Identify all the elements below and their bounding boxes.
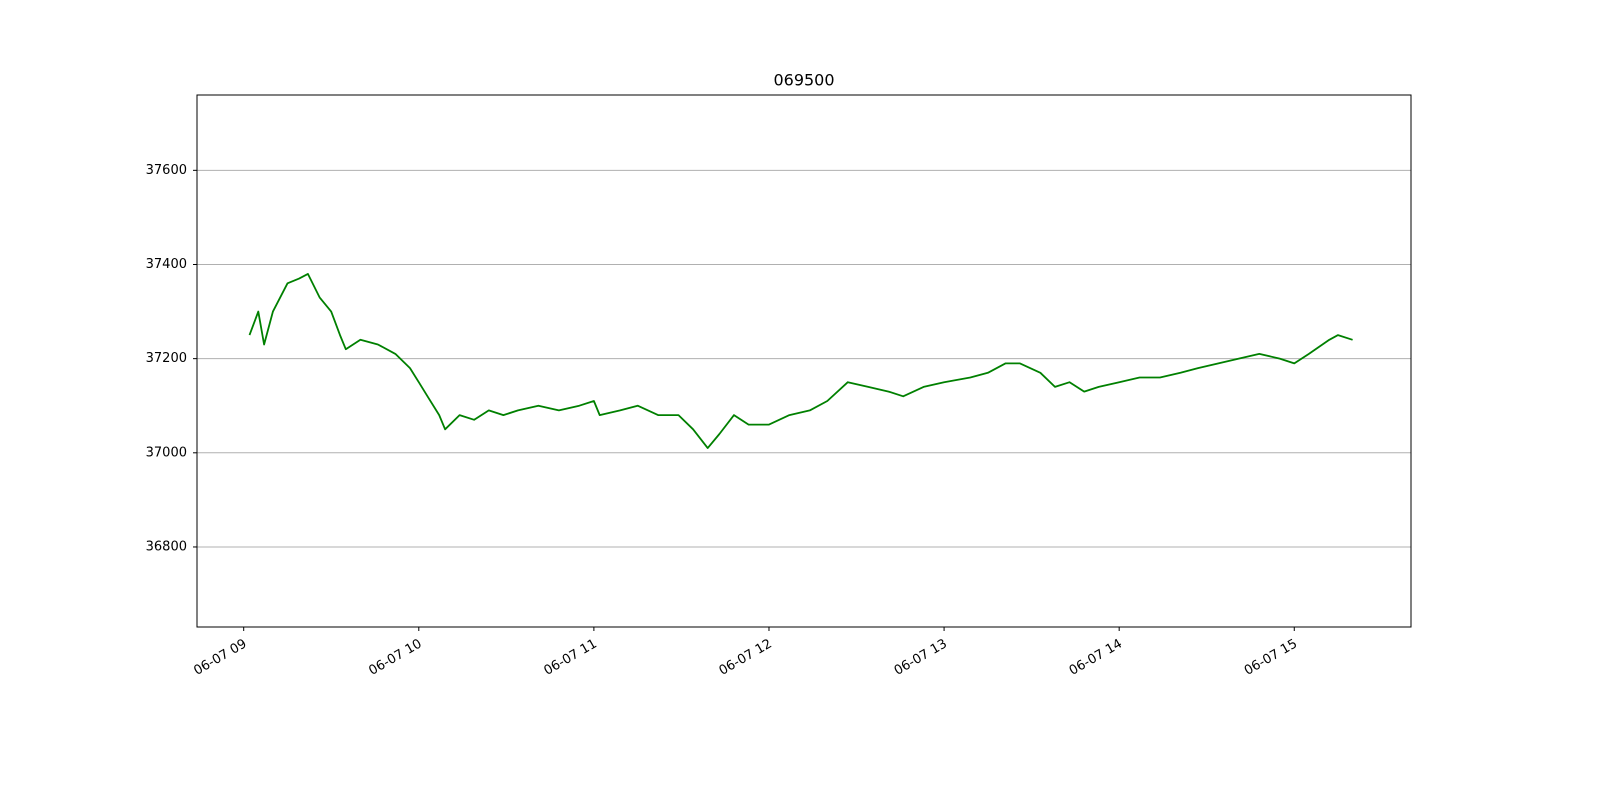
y-tick-label: 37600 <box>146 163 187 178</box>
x-tick-label: 06-07 13 <box>892 637 950 679</box>
series-line <box>248 273 1353 449</box>
y-tick-label: 37000 <box>146 445 187 460</box>
x-tick-label: 06-07 11 <box>542 637 600 679</box>
x-tick-label: 06-07 15 <box>1242 637 1300 679</box>
x-tick-label: 06-07 09 <box>191 637 249 679</box>
y-tick-label: 36800 <box>146 539 187 554</box>
x-tick-label: 06-07 10 <box>366 637 424 679</box>
x-tick-label: 06-07 12 <box>717 637 775 679</box>
y-tick-label: 37400 <box>146 257 187 272</box>
chart-title: 069500 <box>773 71 834 90</box>
y-tick-label: 37200 <box>146 351 187 366</box>
plot-frame <box>196 94 1412 628</box>
x-tick-label: 06-07 14 <box>1067 637 1125 679</box>
